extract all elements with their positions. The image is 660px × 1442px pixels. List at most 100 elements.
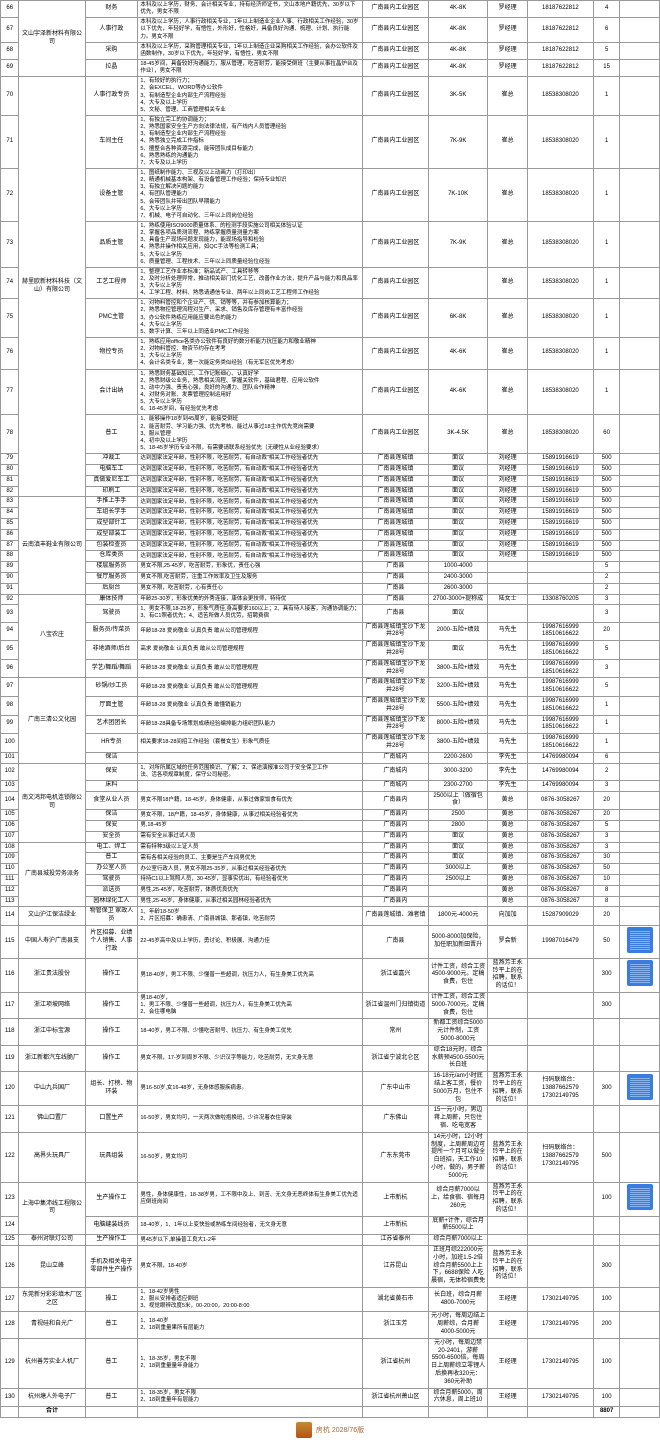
qr-cell bbox=[620, 59, 660, 76]
qr-cell bbox=[620, 1288, 660, 1312]
company-cell: 杭州善芳实业人机厂 bbox=[19, 1338, 85, 1388]
location-cell: 广南县内 bbox=[362, 875, 428, 886]
salary-cell: 面议 bbox=[428, 464, 487, 475]
qr-cell bbox=[620, 896, 660, 907]
count-cell: 15 bbox=[593, 59, 619, 76]
requirements-cell: 22-45岁高中及以上学历，勇讨论、积极展、沟通力佳 bbox=[138, 925, 363, 958]
contact-tel-cell: 19987616999 18510616622 bbox=[527, 641, 593, 660]
salary-cell: 面议 bbox=[428, 529, 487, 540]
qr-cell bbox=[620, 885, 660, 896]
salary-cell: 4K-8K bbox=[428, 18, 487, 42]
count-cell bbox=[593, 1216, 619, 1235]
row-index: 115 bbox=[1, 925, 19, 958]
contact-name-cell: 崔总 bbox=[488, 221, 528, 267]
table-row: 89楼层服务员男女不限,25-45岁，吃苦耐劳，形象优，责任心强广南县1000-… bbox=[1, 562, 660, 573]
count-cell: 1 bbox=[593, 115, 619, 168]
count-cell: 10 bbox=[593, 875, 619, 886]
position-cell: 拉晶 bbox=[85, 59, 138, 76]
location-cell: 广南城内 bbox=[362, 752, 428, 763]
contact-name-cell: 崔总 bbox=[488, 115, 528, 168]
requirements-cell: 1、对物料管控和个企业产、供、销等等，并有参加核算能力；2、熟悉物控管理流程对生… bbox=[138, 299, 363, 338]
salary-cell bbox=[428, 885, 487, 896]
location-cell: 广南县内工业园区 bbox=[362, 415, 428, 454]
requirements-cell: 1、熟练使用ISO9000质量体系、的检测手段实施公司相关体验认证2、掌握各项品… bbox=[138, 221, 363, 267]
count-cell: 8 bbox=[593, 885, 619, 896]
contact-name-cell: 李先生 bbox=[488, 752, 528, 763]
table-row: 94服务员/传菜员年龄18-28 爱岗敬业 认真负责 敢从公司管理规程广南县莲城… bbox=[1, 622, 660, 641]
requirements-cell: 本科及以上学历，采购管理相关专业，1年以上制造企业采购相关工作经验，会办公软件及… bbox=[138, 42, 363, 59]
salary-cell: 综合月薪7000以上 bbox=[428, 1235, 487, 1246]
location-cell: 广南县内 bbox=[362, 791, 428, 810]
position-cell: 服务员/传菜员 bbox=[85, 622, 138, 641]
contact-name-cell: 李先生 bbox=[488, 780, 528, 791]
salary-cell: 6K-8K bbox=[428, 299, 487, 338]
company-cell: 文山宇泽新材料有限公司 bbox=[19, 1, 85, 77]
requirements-cell bbox=[138, 780, 363, 791]
location-cell: 广南县 bbox=[362, 594, 428, 605]
contact-name-cell: 崔总 bbox=[488, 267, 528, 299]
count-cell: 20 bbox=[593, 907, 619, 926]
contact-name-cell: 李先生 bbox=[488, 763, 528, 780]
row-index: 101 bbox=[1, 752, 19, 763]
location-cell: 广南县内工业园区 bbox=[362, 77, 428, 116]
contact-tel-cell: 0876-3058267 bbox=[527, 791, 593, 810]
requirements-cell: 相关要求18-28间招工作经验（套餐女生）形象气质佳 bbox=[138, 734, 363, 753]
location-cell: 广南县内工业园区 bbox=[362, 267, 428, 299]
contact-tel-cell: 13308760205 bbox=[527, 594, 593, 605]
salary-cell: 面议 bbox=[428, 475, 487, 486]
qr-cell bbox=[620, 715, 660, 734]
contact-name-cell: 刘经理 bbox=[488, 486, 528, 497]
contact-name-cell: 马先生 bbox=[488, 622, 528, 641]
table-row: 117浙江项坡网络操作工男18-40岁，1、男工不限、少懂普一些超调，抗压力人，… bbox=[1, 992, 660, 1018]
salary-cell: 8000-五险+绩效 bbox=[428, 715, 487, 734]
company-cell: 赫里欧新材料科技（文山）有限公司 bbox=[19, 77, 85, 497]
row-index: 122 bbox=[1, 1132, 19, 1182]
row-index: 123 bbox=[1, 1182, 19, 1216]
count-cell: 5 bbox=[593, 641, 619, 660]
count-cell: 300 bbox=[593, 958, 619, 992]
location-cell: 广南县 bbox=[362, 605, 428, 622]
table-row: 80电脑车工达到国家法定年龄，性别不限，吃苦耐劳，有自动裁"相关工作经验者优先广… bbox=[1, 464, 660, 475]
location-cell: 广南县莲城镇 bbox=[362, 551, 428, 562]
count-cell: 100 bbox=[593, 1388, 619, 1407]
location-cell: 广南县莲城镇 bbox=[362, 475, 428, 486]
salary-cell: 面议 bbox=[428, 497, 487, 508]
count-cell: 1 bbox=[593, 715, 619, 734]
location-cell: 广南县 bbox=[362, 583, 428, 594]
location-cell: 广南县莲城镇宝沙下龙井28号 bbox=[362, 641, 428, 660]
contact-name-cell bbox=[488, 572, 528, 583]
position-cell: 操作工 bbox=[85, 958, 138, 992]
salary-cell: 2700-3000+提称成 bbox=[428, 594, 487, 605]
contact-tel-cell: 18187622812 bbox=[527, 42, 593, 59]
company-cell: 青视硅和自光广 bbox=[19, 1312, 85, 1338]
position-cell: 车间主任 bbox=[85, 115, 138, 168]
position-cell: 操作工 bbox=[85, 1045, 138, 1071]
row-index: 91 bbox=[1, 583, 19, 594]
row-index: 70 bbox=[1, 77, 19, 116]
count-cell: 1 bbox=[593, 267, 619, 299]
contact-name-cell: 罗经理 bbox=[488, 59, 528, 76]
row-index: 103 bbox=[1, 780, 19, 791]
total-row: 合计8807 bbox=[1, 1407, 660, 1418]
row-index: 93 bbox=[1, 605, 19, 622]
qr-cell bbox=[620, 338, 660, 370]
count-cell bbox=[593, 1235, 619, 1246]
requirements-cell: 1、有独立完工的协调能力；2、熟悉国家安全生产方向法律法规，有产线内人员管理经验… bbox=[138, 115, 363, 168]
position-cell: 楼层服务员 bbox=[85, 562, 138, 573]
contact-name-cell: 王经理 bbox=[488, 1312, 528, 1338]
position-cell: 食堂从业人员 bbox=[85, 791, 138, 810]
location-cell: 广东中山市 bbox=[362, 1072, 428, 1106]
table-row: 75PMC主管1、对物料管控和个企业产、供、销等等，并有参加核算能力；2、熟悉物… bbox=[1, 299, 660, 338]
table-row: 123上海中集沛线工程限公司生产操作工男性，身体健康性，18-38岁男，工不限中… bbox=[1, 1182, 660, 1216]
requirements-cell: 1、能够操作18岁到45周岁，能接受倒班2、能苦耐劳、学习能力强、优先考核、能过… bbox=[138, 415, 363, 454]
count-cell: 1 bbox=[593, 338, 619, 370]
row-index: 130 bbox=[1, 1388, 19, 1407]
qr-cell bbox=[620, 1019, 660, 1045]
count-cell: 30 bbox=[593, 853, 619, 864]
salary-cell: 16-18元/am小时底结上客工资，餐价5000万月，包住不包 bbox=[428, 1072, 487, 1106]
qr-cell bbox=[620, 529, 660, 540]
table-row: 81真做爱尼车工达到国家法定年龄，性别不限，吃苦耐劳，有自动裁"相关工作经验者优… bbox=[1, 475, 660, 486]
contact-tel-cell: 0876-3058267 bbox=[527, 875, 593, 886]
qr-cell bbox=[620, 508, 660, 519]
salary-cell: 4K-6K bbox=[428, 369, 487, 415]
